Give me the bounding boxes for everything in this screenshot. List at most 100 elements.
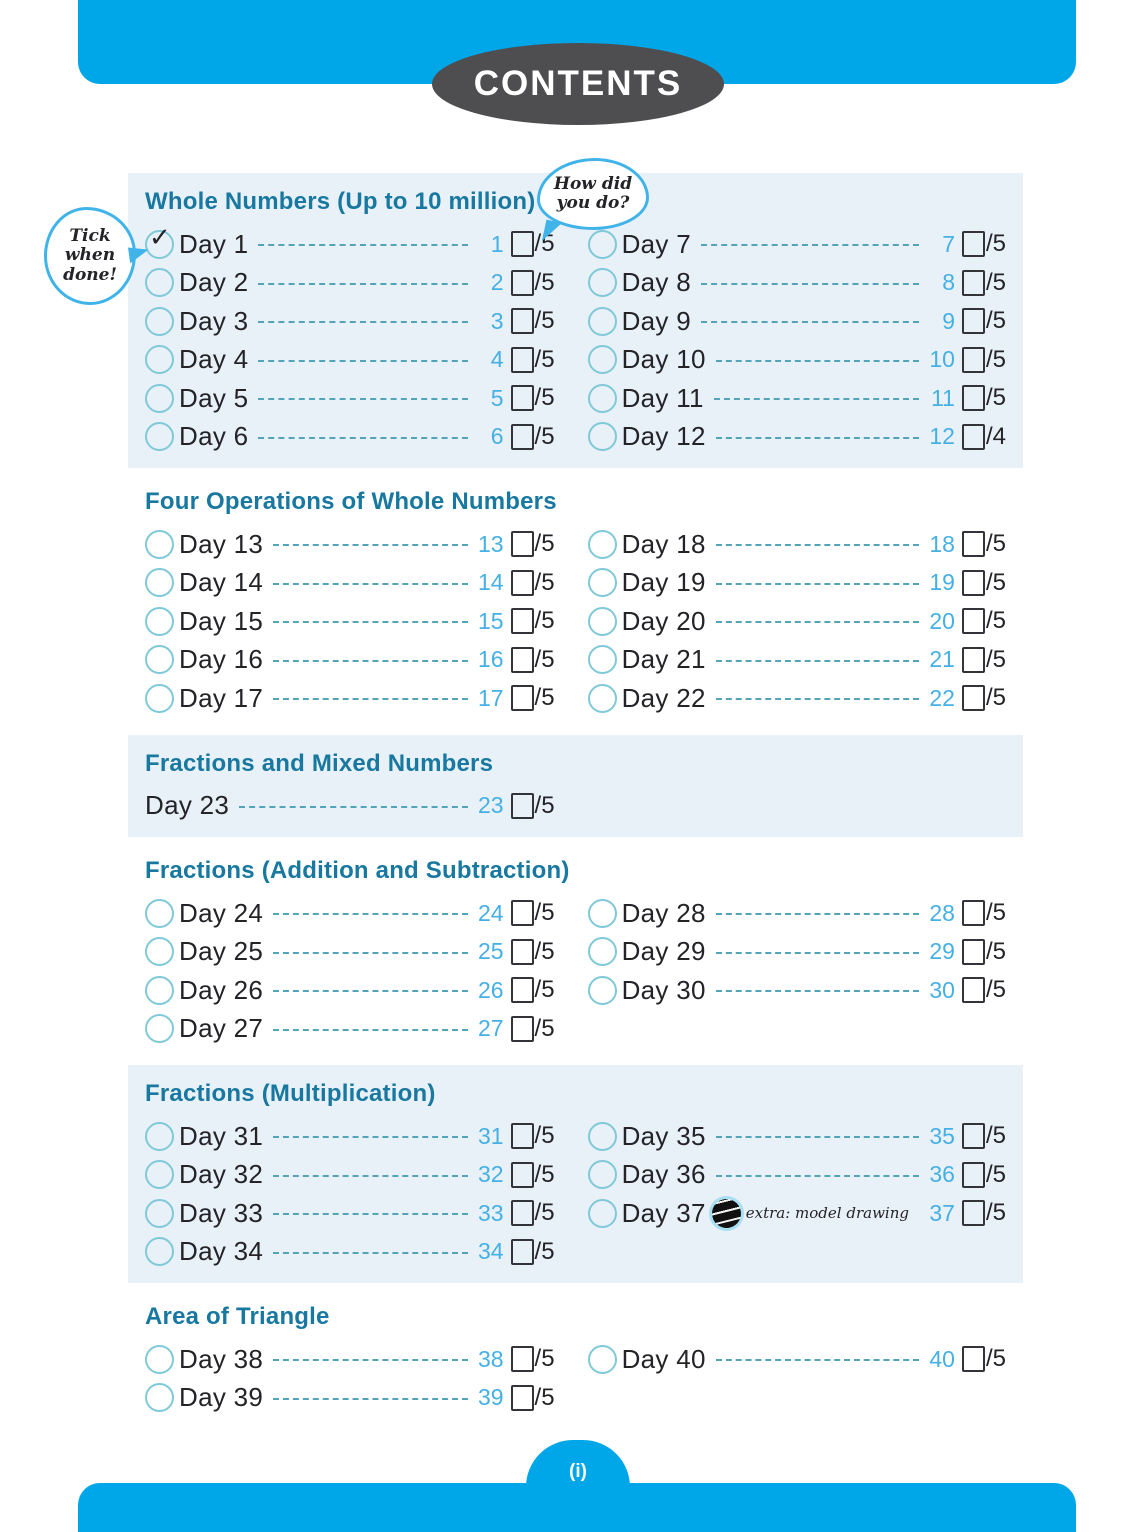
toc-entry: Day 36 36/5 [587,1156,1006,1195]
page-number: 29 [929,938,955,965]
score-denominator: /5 [534,384,555,412]
tick-circle[interactable] [587,345,617,375]
score-checkbox[interactable] [961,1161,985,1188]
tick-circle[interactable] [145,1198,174,1228]
score-checkbox[interactable] [961,269,985,296]
tick-circle[interactable] [145,345,174,375]
score-checkbox[interactable] [961,646,985,673]
score-checkbox[interactable] [510,423,534,450]
score-checkbox[interactable] [510,646,534,673]
score-denominator: /5 [534,645,555,673]
tick-circle[interactable] [145,529,174,559]
score-checkbox[interactable] [510,792,534,819]
score-checkbox[interactable] [510,1346,534,1373]
score-checkbox[interactable] [961,569,985,596]
score-checkbox[interactable] [961,977,985,1004]
score-checkbox[interactable] [961,608,985,635]
tick-circle[interactable] [587,606,617,636]
page-number: 12 [929,423,955,450]
day-label: Day 33 [179,1197,264,1228]
day-label: Day 34 [179,1236,264,1267]
score-checkbox[interactable] [510,1015,534,1042]
tick-circle[interactable] [587,529,617,559]
score-checkbox[interactable] [510,1200,534,1227]
tick-circle[interactable] [145,975,174,1005]
tick-circle[interactable] [587,306,617,336]
score-checkbox[interactable] [961,1346,985,1373]
score-checkbox[interactable] [510,385,534,412]
toc-entry: Day 31 31/5 [145,1117,555,1156]
toc-entry: Day 20 20/5 [587,602,1006,641]
day-label: Day 37 [621,1197,706,1228]
tick-circle[interactable] [587,383,617,413]
page-title: CONTENTS [473,64,683,103]
page-number: 39 [477,1384,504,1411]
score-checkbox[interactable] [510,269,534,296]
tick-circle[interactable] [587,268,617,298]
score-checkbox[interactable] [510,569,534,596]
score-checkbox[interactable] [961,231,985,258]
score-checkbox[interactable] [961,1200,985,1227]
section-columns: Day 13 13/5 Day 14 14/5 Day 15 15/5 Day 16 16/5… [145,525,1006,718]
tick-circle[interactable] [145,306,174,336]
score-checkbox[interactable] [961,900,985,927]
score-checkbox[interactable] [961,685,985,712]
toc-entry: Day 19 19/5 [587,564,1006,603]
tick-circle[interactable] [145,568,174,598]
dotted-leader [273,1359,468,1362]
tick-circle[interactable] [145,937,174,967]
table-of-contents: Whole Numbers (Up to 10 million) ✓ Day 1 1/… [128,173,1023,1434]
score-denominator: /5 [534,684,555,712]
tick-circle[interactable] [145,1383,174,1413]
score-checkbox[interactable] [961,1123,985,1150]
tick-circle[interactable] [587,568,617,598]
score-checkbox[interactable] [510,231,534,258]
tick-circle[interactable] [145,422,174,452]
score-checkbox[interactable] [510,531,534,558]
tick-circle[interactable] [145,1237,174,1267]
score-checkbox[interactable] [510,938,534,965]
score-checkbox[interactable] [961,308,985,335]
tick-circle[interactable] [587,422,617,452]
tick-circle[interactable] [145,1160,174,1190]
tick-circle[interactable] [145,383,174,413]
tick-circle[interactable] [587,1344,617,1374]
tick-circle[interactable] [587,898,617,928]
score-checkbox[interactable] [510,685,534,712]
tick-circle[interactable] [145,1121,174,1151]
tick-circle[interactable] [145,645,174,675]
score-checkbox[interactable] [510,1384,534,1411]
score-checkbox[interactable] [510,900,534,927]
tick-circle[interactable] [587,937,617,967]
tick-circle[interactable] [145,268,174,298]
tick-circle[interactable]: ✓ [145,223,174,259]
dotted-leader [700,321,919,324]
toc-section: Fractions and Mixed Numbers Day 23 23/5 [128,734,1023,837]
tick-circle[interactable] [587,1198,617,1228]
score-checkbox[interactable] [510,608,534,635]
score-checkbox[interactable] [961,346,985,373]
score-checkbox[interactable] [961,423,985,450]
tick-circle[interactable] [587,645,617,675]
score-checkbox[interactable] [510,346,534,373]
tick-circle[interactable] [587,683,617,713]
tick-circle[interactable] [145,1344,174,1374]
score-checkbox[interactable] [510,1161,534,1188]
score-checkbox[interactable] [961,938,985,965]
tick-circle[interactable] [145,606,174,636]
score-checkbox[interactable] [510,1123,534,1150]
score-checkbox[interactable] [961,385,985,412]
tick-circle[interactable] [145,683,174,713]
dotted-leader [715,659,919,662]
tick-circle[interactable] [587,229,617,259]
tick-circle[interactable] [145,1014,174,1044]
tick-circle[interactable] [145,898,174,928]
score-checkbox[interactable] [961,531,985,558]
score-checkbox[interactable] [510,308,534,335]
tick-circle[interactable] [587,1160,617,1190]
score-denominator: /5 [534,230,555,258]
tick-circle[interactable] [587,975,617,1005]
score-checkbox[interactable] [510,977,534,1004]
score-checkbox[interactable] [510,1238,534,1265]
tick-circle[interactable] [587,1121,617,1151]
